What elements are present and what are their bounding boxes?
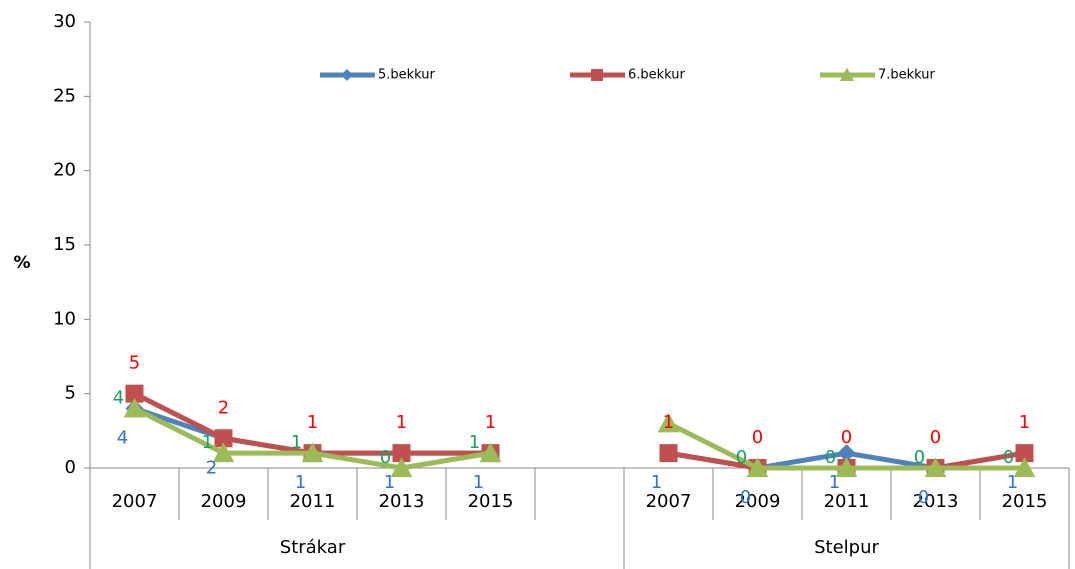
marker — [837, 444, 856, 463]
marker — [835, 457, 858, 477]
marker — [659, 444, 678, 463]
data-label: 0 — [380, 447, 391, 468]
data-label: 0 — [736, 447, 747, 468]
marker — [392, 444, 411, 463]
data-label: 2 — [218, 397, 229, 418]
data-label: 0 — [930, 427, 941, 448]
data-label: 1 — [1007, 472, 1018, 493]
legend-label: 5.bekkur — [378, 68, 436, 83]
data-label: 1 — [384, 472, 395, 493]
y-tick-label: 10 — [53, 308, 76, 329]
y-tick-label: 20 — [53, 160, 76, 181]
x-tick-label: 2011 — [824, 491, 870, 512]
marker — [125, 384, 144, 403]
x-tick-label: 2011 — [290, 491, 336, 512]
legend-label: 6.bekkur — [628, 68, 686, 83]
group-label: Strákar — [280, 537, 346, 558]
data-label: 1 — [291, 432, 302, 453]
data-label: 0 — [825, 447, 836, 468]
marker — [746, 457, 769, 477]
data-label: 1 — [829, 472, 840, 493]
y-tick-label: 15 — [53, 234, 76, 255]
marker — [214, 429, 233, 448]
marker — [1013, 457, 1036, 477]
data-label: 4 — [113, 388, 124, 409]
x-tick-label: 2015 — [1002, 491, 1048, 512]
x-tick-label: 2009 — [735, 491, 781, 512]
marker — [390, 457, 413, 477]
data-label: 1 — [485, 412, 496, 433]
group-label: Stelpur — [814, 537, 879, 558]
data-label: 1 — [469, 432, 480, 453]
x-tick-label: 2015 — [468, 491, 514, 512]
data-label: 1 — [651, 472, 662, 493]
marker — [924, 457, 947, 477]
marker — [657, 412, 680, 433]
data-label: 0 — [841, 427, 852, 448]
y-tick-label: 5 — [65, 383, 76, 404]
y-axis-label: % — [13, 253, 30, 273]
x-tick-label: 2007 — [646, 491, 692, 512]
y-tick-label: 30 — [53, 11, 76, 32]
data-label: 1 — [202, 432, 213, 453]
data-label: 0 — [918, 487, 929, 508]
marker — [591, 69, 603, 81]
data-label: 0 — [1003, 447, 1014, 468]
x-tick-label: 2013 — [379, 491, 425, 512]
series-line — [133, 406, 1025, 471]
y-tick-label: 0 — [65, 457, 76, 478]
marker — [1015, 444, 1034, 463]
marker — [341, 69, 353, 81]
data-label: 2 — [206, 457, 217, 478]
marker — [301, 442, 324, 463]
x-tick-label: 2013 — [913, 491, 959, 512]
x-tick-label: 2007 — [112, 491, 158, 512]
marker — [123, 397, 146, 418]
data-label: 0 — [752, 427, 763, 448]
data-label: 1 — [307, 412, 318, 433]
y-tick-label: 25 — [53, 85, 76, 106]
data-label: 4 — [117, 428, 128, 449]
data-label: 0 — [914, 447, 925, 468]
marker — [212, 442, 235, 463]
data-label: 1 — [473, 472, 484, 493]
data-label: 0 — [740, 487, 751, 508]
data-label: 5 — [129, 353, 140, 374]
series-line — [133, 391, 1025, 471]
data-label: 1 — [295, 472, 306, 493]
marker — [839, 67, 855, 81]
x-tick-label: 2009 — [201, 491, 247, 512]
data-label: 1 — [663, 412, 674, 433]
data-label: 1 — [1019, 412, 1030, 433]
marker — [479, 442, 502, 463]
legend-label: 7.bekkur — [878, 68, 936, 83]
data-label: 1 — [396, 412, 407, 433]
